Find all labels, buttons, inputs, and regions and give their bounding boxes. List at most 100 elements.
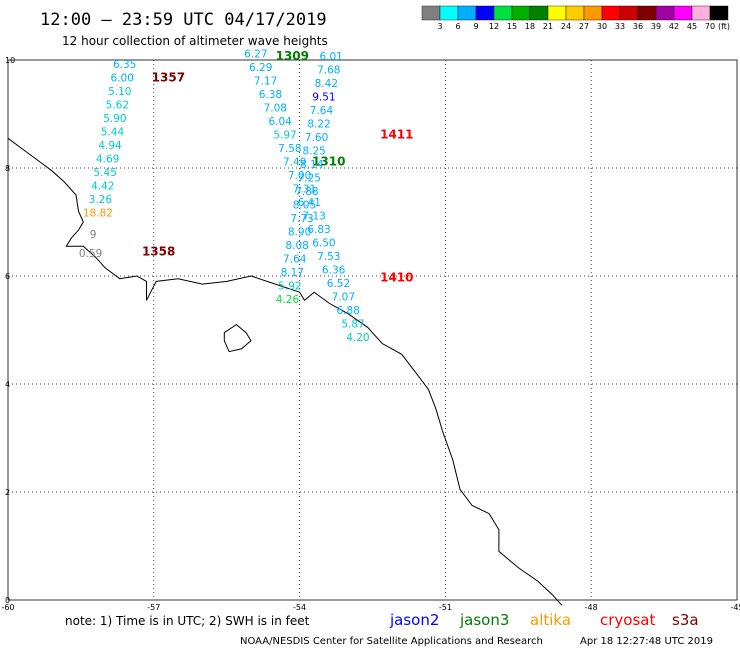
y-tick-label: 2 <box>5 488 10 497</box>
wave-height-value: 6.00 <box>111 73 134 85</box>
colorbar-swatch <box>637 5 657 21</box>
wave-height-value: 5.10 <box>108 86 131 98</box>
legend-entry-cryosat: cryosat <box>600 611 655 629</box>
wave-height-value: 0.59 <box>79 248 102 260</box>
wave-height-value: 6.83 <box>307 224 330 236</box>
wave-height-value: 5.45 <box>94 167 117 179</box>
satellite-legend: jason2 jason3 altika cryosat s3a <box>389 611 699 629</box>
wave-height-value: 18.82 <box>83 208 113 220</box>
track-1310: 1310 <box>312 154 345 168</box>
page-title: 12:00 – 23:59 UTC 04/17/2019 <box>40 10 327 30</box>
wave-height-value: 8.25 <box>302 146 325 158</box>
y-tick-label: 0 <box>5 596 10 605</box>
colorbar-swatch <box>493 5 513 21</box>
colorbar-swatch <box>673 5 693 21</box>
colorbar-swatch <box>709 5 729 21</box>
colorbar-swatch <box>421 5 441 21</box>
wave-height-value: 4.20 <box>346 332 369 344</box>
wave-height-value: 6.27 <box>244 48 267 60</box>
colorbar-label: 12 <box>489 22 499 31</box>
wave-height-value: 7.60 <box>305 132 328 144</box>
wave-height-value: 5.90 <box>103 113 126 125</box>
wave-height-value: 5.92 <box>278 281 301 293</box>
wave-height-value: 7.64 <box>283 254 307 266</box>
colorbar-label: 33 <box>615 22 625 31</box>
wave-height-value: 6.50 <box>312 237 335 249</box>
x-tick-label: -45 <box>730 603 740 612</box>
colorbar-swatch <box>655 5 675 21</box>
colorbar-swatch <box>583 5 603 21</box>
page-subtitle: 12 hour collection of altimeter wave hei… <box>62 34 328 48</box>
track-1411: 6.017.688.429.517.648.227.608.258.147.25… <box>276 51 414 306</box>
y-tick-label: 10 <box>5 56 15 65</box>
y-tick-label: 4 <box>5 380 10 389</box>
pass-time-label: 1410 <box>380 270 413 284</box>
wave-height-value: 4.42 <box>91 181 114 193</box>
colorbar-swatch <box>691 5 711 21</box>
x-tick-label: -48 <box>585 603 598 612</box>
colorbar-label: 45 <box>687 22 697 31</box>
colorbar-label: 6 <box>455 22 460 31</box>
wave-height-value: 7.08 <box>264 102 287 114</box>
colorbar-swatch <box>529 5 549 21</box>
pass-time-label: 1309 <box>276 49 309 63</box>
colorbar-swatch <box>439 5 459 21</box>
wave-height-value: 7.31 <box>293 183 316 195</box>
wave-height-value: 6.38 <box>259 89 282 101</box>
map-frame <box>7 59 738 601</box>
footer-credit: NOAA/NESDIS Center for Satellite Applica… <box>240 636 543 647</box>
pass-time-label: 1411 <box>380 127 413 141</box>
wave-height-value: 7.58 <box>278 143 301 155</box>
wave-height-value: 6.29 <box>249 62 272 74</box>
track-1358: 1358 <box>142 244 175 258</box>
colorbar-label: 24 <box>561 22 571 31</box>
wave-height-value: 6.88 <box>337 305 360 317</box>
legend-entry-s3a: s3a <box>672 611 699 629</box>
wave-height-value: 4.26 <box>276 294 300 306</box>
wave-height-value: 8.05 <box>293 200 316 212</box>
map-grid <box>8 60 737 600</box>
wave-height-value: 7.13 <box>302 210 325 222</box>
wave-height-value: 8.22 <box>307 119 330 131</box>
wave-height-value: 7.88 <box>295 186 318 198</box>
colorbar-swatch <box>475 5 495 21</box>
wave-height-value: 4.94 <box>98 140 122 152</box>
colorbar-label: 15 <box>507 22 517 31</box>
wave-height-value: 7.17 <box>254 75 277 87</box>
track-1410: 1410 <box>380 270 413 284</box>
colorbar-swatch <box>619 5 639 21</box>
wave-height-value: 8.14 <box>300 159 324 171</box>
wave-height-value: 7.07 <box>332 291 355 303</box>
wave-height-value: 8.90 <box>288 227 311 239</box>
coastline <box>7 137 563 606</box>
wave-height-value: 5.87 <box>341 318 364 330</box>
wave-height-value: 8.17 <box>281 267 304 279</box>
pass-time-label: 1310 <box>312 154 345 168</box>
wave-height-value: 3.26 <box>89 194 113 206</box>
wave-height-value: 7.68 <box>317 65 340 77</box>
wave-height-value: 9.51 <box>312 92 335 104</box>
wave-height-value: 9 <box>90 229 97 241</box>
legend-entry-jason3: jason3 <box>459 611 509 629</box>
pass-time-label: 1357 <box>152 71 185 85</box>
colorbar-swatch <box>457 5 477 21</box>
wave-height-value: 6.52 <box>327 278 350 290</box>
y-tick-label: 8 <box>5 164 10 173</box>
pass-time-label: 1358 <box>142 244 175 258</box>
wave-height-value: 7.25 <box>298 173 321 185</box>
colorbar-label: 3 <box>437 22 442 31</box>
wave-height-value: 6.41 <box>298 197 321 209</box>
wave-height-value: 5.44 <box>101 127 125 139</box>
x-tick-label: -51 <box>439 603 452 612</box>
colorbar-label: 27 <box>579 22 589 31</box>
wave-height-value: 5.97 <box>273 129 296 141</box>
wave-height-value: 7.53 <box>317 251 340 263</box>
axis-ticks: -60 -57 -54 -51 -48 -45 0 2 4 6 8 10 <box>1 56 740 612</box>
colorbar-swatch <box>511 5 531 21</box>
altimeter-tracks: 6.35 6.005.10 5.625.90 5.444.94 4.695.45 4.42… <box>79 48 414 344</box>
wave-height-value: 6.35 <box>113 59 136 71</box>
colorbar-label: 30 <box>597 22 607 31</box>
colorbar-label: 9 <box>473 22 478 31</box>
colorbar-swatch <box>565 5 585 21</box>
